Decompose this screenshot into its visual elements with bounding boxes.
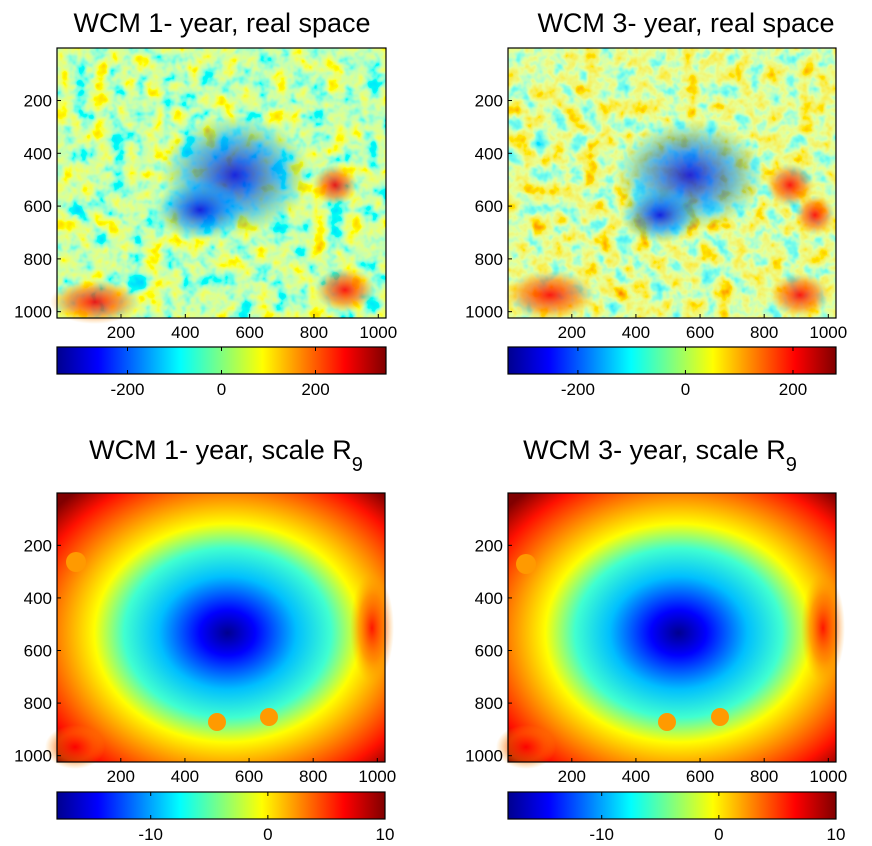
panel-4-y-axis: 200 400 600 800 1000 bbox=[465, 536, 512, 766]
panel-4-colorbar-tick-label: -10 bbox=[589, 825, 614, 844]
panel-3-spot-marker bbox=[260, 708, 278, 726]
panel-2-y-ticks: 200 400 600 800 1000 bbox=[465, 92, 512, 322]
panel-2-y-tick-label: 600 bbox=[475, 197, 503, 216]
panel-2: WCM 3- year, real space 200 400 600 800 1000… bbox=[465, 8, 847, 399]
panel-2-colorbar-tick-label: 0 bbox=[681, 380, 690, 399]
panel-4-y-tick-label: 600 bbox=[475, 642, 503, 661]
panel-3-colorbar-tick-label: 10 bbox=[376, 825, 395, 844]
panel-3-x-tick-label: 800 bbox=[299, 767, 327, 786]
panel-3-x-ticks: 200 400 600 800 1000 bbox=[107, 758, 396, 786]
panel-2-y-axis: 200 400 600 800 1000 bbox=[465, 92, 512, 322]
panel-3-x-tick-label: 600 bbox=[235, 767, 263, 786]
panel-4: WCM 3- year, scale R9 200 400 600 800 1000 2… bbox=[465, 435, 847, 844]
panel-2-y-tick-label: 400 bbox=[475, 144, 503, 163]
panel-4-x-tick-label: 200 bbox=[558, 767, 586, 786]
panel-3-title-main: WCM 1- year, scale R bbox=[89, 435, 352, 465]
panel-3-y-tick-label: 1000 bbox=[14, 747, 52, 766]
panel-3-y-tick-label: 200 bbox=[24, 536, 52, 555]
panel-3-title-subscript: 9 bbox=[352, 454, 363, 476]
panel-2-x-ticks: 200 400 600 800 1000 bbox=[558, 314, 847, 342]
panel-4-title-main: WCM 3- year, scale R bbox=[523, 435, 786, 465]
panel-1-colorbar-tick-label: 0 bbox=[217, 380, 226, 399]
panel-3-y-ticks: 200 400 600 800 1000 bbox=[14, 536, 61, 766]
panel-1-y-tick-label: 800 bbox=[24, 250, 52, 269]
panel-3-y-tick-label: 600 bbox=[24, 642, 52, 661]
panel-2-x-tick-label: 600 bbox=[686, 323, 714, 342]
panel-4-y-ticks: 200 400 600 800 1000 bbox=[465, 536, 512, 766]
panel-3-y-tick-label: 800 bbox=[24, 694, 52, 713]
panel-4-x-tick-label: 800 bbox=[750, 767, 778, 786]
panel-1-colorbar-bar bbox=[56, 346, 387, 375]
panel-1-title: WCM 1- year, real space bbox=[73, 8, 370, 38]
panel-2-colorbar: -200 0 200 bbox=[507, 346, 837, 399]
panel-1-x-ticks: 200 400 600 800 1000 bbox=[107, 314, 397, 342]
panel-1-y-tick-label: 200 bbox=[24, 92, 52, 111]
panel-4-map bbox=[496, 492, 845, 769]
panel-2-x-tick-label: 400 bbox=[622, 323, 650, 342]
panel-4-y-tick-label: 800 bbox=[475, 694, 503, 713]
panel-1-x-axis: 200 400 600 800 1000 bbox=[107, 314, 397, 342]
panel-3: WCM 1- year, scale R9 200 400 600 800 1000 2… bbox=[14, 435, 396, 844]
panel-3-map bbox=[45, 492, 394, 769]
panel-4-title-subscript: 9 bbox=[786, 454, 797, 476]
panel-3-y-axis: 200 400 600 800 1000 bbox=[14, 536, 61, 766]
panel-4-x-tick-label: 400 bbox=[622, 767, 650, 786]
panel-1-x-tick-label: 600 bbox=[235, 323, 263, 342]
panel-1-map bbox=[50, 47, 387, 324]
panel-1-colorbar-tick-label: 200 bbox=[301, 380, 329, 399]
panel-2-colorbar-tick-label: -200 bbox=[561, 380, 595, 399]
panel-4-x-tick-label: 1000 bbox=[809, 767, 847, 786]
panel-3-x-axis: 200 400 600 800 1000 bbox=[107, 758, 396, 786]
panel-1-x-tick-label: 200 bbox=[107, 323, 135, 342]
panel-1-x-tick-label: 800 bbox=[300, 323, 328, 342]
panel-2-y-tick-label: 800 bbox=[475, 250, 503, 269]
panel-1-colorbar: -200 0 200 bbox=[56, 346, 387, 399]
panel-3-colorbar-tick-label: 0 bbox=[263, 825, 272, 844]
panel-1-colorbar-tick-label: -200 bbox=[110, 380, 144, 399]
panel-4-x-ticks: 200 400 600 800 1000 bbox=[558, 758, 847, 786]
panel-3-colorbar-tick-label: -10 bbox=[138, 825, 163, 844]
panel-3-colorbar-bar bbox=[56, 791, 386, 820]
panel-4-colorbar-bar bbox=[507, 791, 837, 820]
panel-2-map bbox=[505, 47, 837, 320]
panel-4-colorbar-tick-label: 10 bbox=[827, 825, 846, 844]
panel-2-title: WCM 3- year, real space bbox=[537, 8, 834, 38]
panel-2-x-tick-label: 1000 bbox=[809, 323, 847, 342]
panel-3-x-tick-label: 1000 bbox=[358, 767, 396, 786]
panel-3-spot-marker bbox=[208, 713, 226, 731]
panel-2-x-tick-label: 800 bbox=[750, 323, 778, 342]
panel-3-colorbar: -10 0 10 bbox=[56, 791, 395, 844]
panel-1: WCM 1- year, real space 200 400 600 800 1000… bbox=[14, 8, 397, 399]
panel-4-y-tick-label: 400 bbox=[475, 589, 503, 608]
panel-3-x-tick-label: 200 bbox=[107, 767, 135, 786]
panel-4-x-tick-label: 600 bbox=[686, 767, 714, 786]
panel-1-y-tick-label: 1000 bbox=[14, 303, 52, 322]
panel-2-x-axis: 200 400 600 800 1000 bbox=[558, 314, 847, 342]
panel-4-title: WCM 3- year, scale R9 bbox=[523, 435, 797, 476]
panel-4-colorbar-tick-label: 0 bbox=[714, 825, 723, 844]
panel-2-x-tick-label: 200 bbox=[558, 323, 586, 342]
panel-1-x-tick-label: 400 bbox=[171, 323, 199, 342]
panel-4-spot-marker bbox=[711, 708, 729, 726]
panel-3-title: WCM 1- year, scale R9 bbox=[89, 435, 363, 476]
panel-3-spot-marker bbox=[66, 552, 86, 572]
panel-4-y-tick-label: 1000 bbox=[465, 747, 503, 766]
panel-1-y-tick-label: 400 bbox=[24, 144, 52, 163]
panel-2-y-tick-label: 200 bbox=[475, 92, 503, 111]
panel-1-x-tick-label: 1000 bbox=[359, 323, 397, 342]
panel-2-y-tick-label: 1000 bbox=[465, 303, 503, 322]
panel-1-y-ticks: 200 400 600 800 1000 bbox=[14, 92, 61, 322]
panel-4-x-axis: 200 400 600 800 1000 bbox=[558, 758, 847, 786]
panel-4-spot-marker bbox=[658, 713, 676, 731]
panel-1-y-axis: 200 400 600 800 1000 bbox=[14, 92, 61, 322]
panel-4-spot-marker bbox=[516, 554, 536, 574]
panel-4-y-tick-label: 200 bbox=[475, 536, 503, 555]
panel-4-colorbar: -10 0 10 bbox=[507, 791, 846, 844]
panel-1-y-tick-label: 600 bbox=[24, 197, 52, 216]
panel-3-x-tick-label: 400 bbox=[171, 767, 199, 786]
panel-2-colorbar-tick-label: 200 bbox=[779, 380, 807, 399]
panel-3-y-tick-label: 400 bbox=[24, 589, 52, 608]
panel-2-colorbar-bar bbox=[507, 346, 837, 375]
